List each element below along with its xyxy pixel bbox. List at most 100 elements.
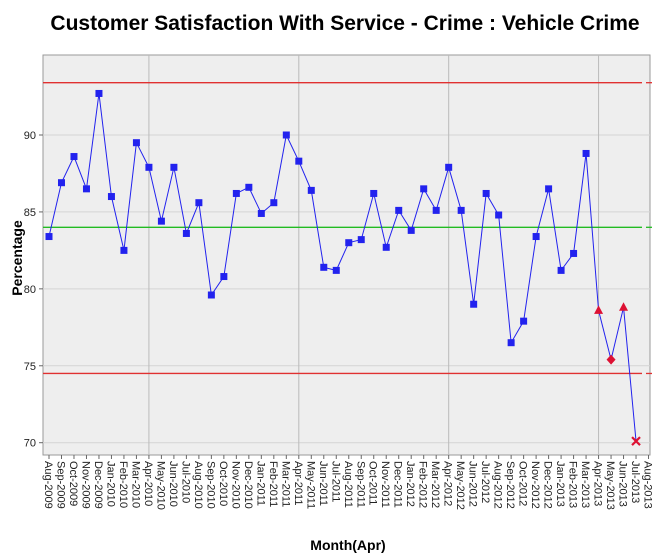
point [420, 185, 428, 193]
point [270, 199, 278, 207]
x-axis-title: Month(Apr) [310, 537, 385, 553]
x-tick-label: Aug-2009 [42, 461, 54, 509]
point [594, 305, 604, 314]
point [95, 89, 103, 97]
point [132, 139, 140, 147]
point [370, 189, 378, 197]
point [445, 163, 453, 171]
point [532, 233, 540, 241]
x-tick-label: Aug-2013 [642, 461, 654, 509]
x-tick-label: Feb-2012 [417, 461, 429, 508]
x-tick-label: Aug-2012 [492, 461, 504, 509]
point [182, 229, 190, 237]
plot-area [42, 54, 651, 456]
point [282, 131, 290, 139]
point [157, 217, 165, 225]
x-tick-label: Jul-2011 [329, 461, 341, 502]
point [570, 249, 578, 257]
point [45, 233, 53, 241]
x-tick-label: Aug-2010 [192, 461, 204, 509]
x-tick-label: Mar-2013 [579, 461, 591, 508]
point [207, 291, 215, 299]
x-tick-label: Apr-2011 [292, 461, 304, 505]
point [507, 339, 515, 347]
point [357, 236, 365, 244]
x-tick-label: Jan-2013 [554, 461, 566, 507]
chart-title: Customer Satisfaction With Service - Cri… [50, 12, 639, 35]
x-tick-label: Aug-2011 [342, 461, 354, 508]
series-line [48, 93, 637, 442]
x-tick-label: Sep-2010 [204, 461, 216, 509]
point [170, 163, 178, 171]
x-tick-label: Jul-2013 [629, 461, 641, 503]
point [320, 263, 328, 271]
x-tick-label: Jul-2010 [179, 461, 191, 503]
y-tick-label: 75 [24, 361, 36, 373]
x-tick-label: Dec-2010 [242, 461, 254, 509]
x-tick-label: Mar-2012 [429, 461, 441, 508]
x-tick-label: Nov-2009 [79, 461, 91, 509]
x-tick-label: Dec-2012 [542, 461, 554, 509]
x-tick-label: Oct-2012 [517, 461, 529, 506]
x-tick-label: Nov-2012 [529, 461, 541, 509]
x-tick-label: Sep-2009 [54, 461, 66, 509]
point [195, 199, 203, 207]
x-tick-label: Sep-2011 [354, 461, 366, 508]
x-tick-label: Jan-2012 [404, 461, 416, 507]
point [345, 239, 353, 247]
point [257, 209, 265, 217]
point [307, 186, 315, 194]
point [295, 157, 303, 165]
x-tick-label: Sep-2012 [504, 461, 516, 509]
x-tick-label: Jan-2010 [104, 461, 116, 507]
x-tick-label: May-2012 [454, 461, 466, 510]
y-tick-label: 80 [24, 284, 36, 296]
x-tick-label: Jun-2012 [467, 461, 479, 507]
x-tick-label: Dec-2009 [92, 461, 104, 509]
x-tick-label: Feb-2013 [567, 461, 579, 508]
x-tick-label: May-2010 [154, 461, 166, 510]
point [332, 266, 340, 274]
x-tick-label: Feb-2011 [267, 461, 279, 507]
x-tick-label: Jan-2011 [254, 461, 266, 506]
x-tick-label: Nov-2010 [229, 461, 241, 509]
point [482, 189, 490, 197]
point [82, 185, 90, 193]
point [120, 246, 128, 254]
y-tick-label: 85 [24, 207, 36, 219]
point [145, 163, 153, 171]
point [606, 354, 616, 365]
point [619, 302, 629, 311]
x-tick-label: Oct-2010 [217, 461, 229, 506]
point [232, 189, 240, 197]
point [582, 149, 590, 157]
point [545, 185, 553, 193]
point [457, 206, 465, 214]
point [432, 206, 440, 214]
point [70, 153, 78, 161]
point [470, 300, 478, 308]
point [407, 226, 415, 234]
x-tick-label: Dec-2011 [392, 461, 404, 508]
x-tick-label: Mar-2010 [129, 461, 141, 508]
point [520, 317, 528, 325]
x-tick-label: Jun-2010 [167, 461, 179, 507]
point [495, 211, 503, 219]
x-tick-label: Apr-2010 [142, 461, 154, 506]
point [382, 243, 390, 251]
y-axis-title: Percentage [9, 220, 25, 296]
y-tick-label: 70 [24, 438, 36, 450]
point [107, 193, 115, 201]
x-tick-label: Jun-2013 [617, 461, 629, 507]
point [557, 266, 565, 274]
point [395, 206, 403, 214]
x-tick-label: Jun-2011 [317, 461, 329, 506]
x-tick-label: May-2013 [604, 461, 616, 510]
point [631, 436, 641, 446]
y-tick-label: 90 [24, 130, 36, 142]
x-tick-label: Jul-2012 [479, 461, 491, 503]
x-tick-label: Feb-2010 [117, 461, 129, 508]
x-tick-label: Apr-2013 [592, 461, 604, 506]
point [245, 183, 253, 191]
